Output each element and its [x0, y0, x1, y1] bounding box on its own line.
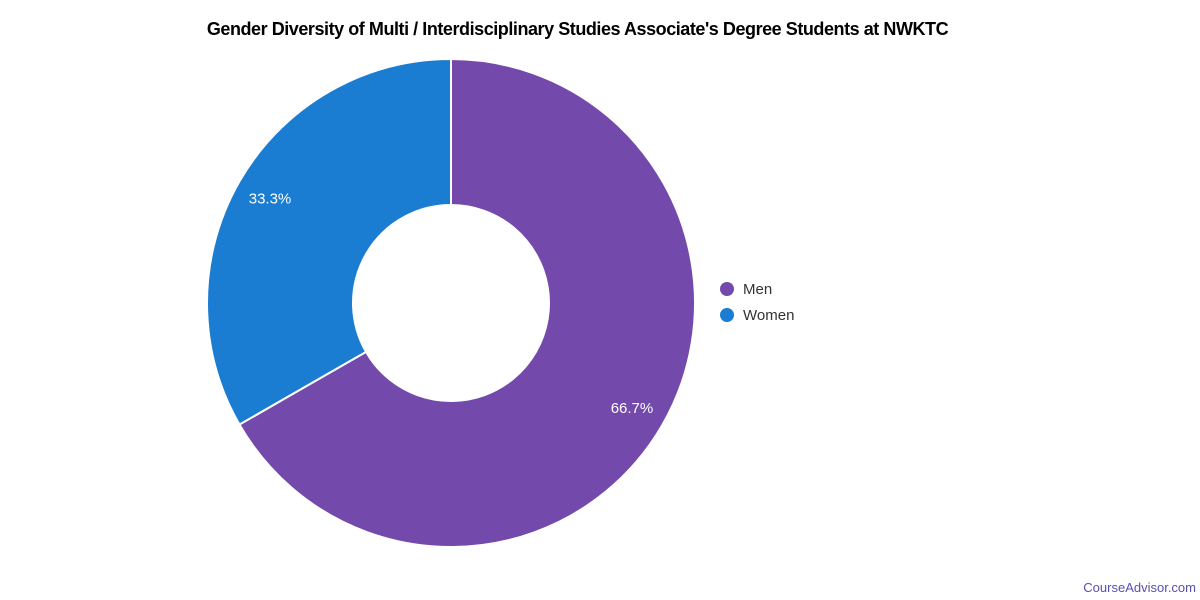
legend: Men Women [720, 276, 794, 328]
legend-label-women: Women [743, 306, 795, 324]
legend-label-men: Men [743, 280, 773, 298]
legend-item-women[interactable]: Women [720, 302, 794, 328]
chart-title: Gender Diversity of Multi / Interdiscipl… [206, 19, 949, 39]
legend-swatch-men [720, 282, 734, 296]
slice-label-men: 66.7% [611, 400, 654, 417]
slice-label-women: 33.3% [249, 191, 292, 208]
pie-slice-men[interactable] [238, 57, 696, 548]
watermark-link[interactable]: CourseAdvisor.com [1083, 580, 1196, 595]
legend-swatch-women [720, 308, 734, 322]
legend-item-men[interactable]: Men [720, 276, 794, 302]
pie-slice-women[interactable] [206, 57, 452, 426]
